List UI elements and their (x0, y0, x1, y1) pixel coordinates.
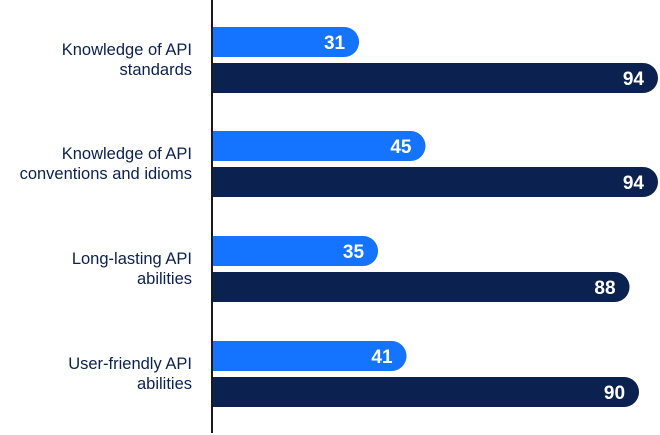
category-label-line: Knowledge of API (62, 145, 192, 163)
bar (212, 377, 640, 407)
data-label: 94 (623, 69, 645, 90)
category-label-line: abilities (137, 375, 192, 393)
data-label: 41 (371, 347, 393, 368)
data-label: 90 (604, 383, 625, 404)
bar (212, 236, 379, 266)
category-label-line: conventions and idioms (20, 165, 192, 183)
data-label: 45 (390, 137, 412, 158)
category-label: User-friendly API abilities (68, 355, 192, 393)
data-label: 88 (594, 278, 615, 299)
category-label-line: Long-lasting API (72, 250, 192, 268)
category-label-line: User-friendly API (68, 355, 192, 373)
category-label: Knowledge of API standards (62, 41, 192, 79)
bar (212, 341, 407, 371)
category-label: Knowledge of API conventions and idioms (20, 145, 192, 183)
data-label: 94 (623, 173, 645, 194)
category-label-line: abilities (137, 270, 192, 288)
bar (212, 63, 658, 93)
bars: 31 94 45 94 35 88 41 90 (212, 27, 658, 407)
data-label: 35 (343, 242, 365, 263)
bar (212, 131, 426, 161)
category-label: Long-lasting API abilities (72, 250, 192, 288)
category-label-line: Knowledge of API (62, 41, 192, 59)
bar (212, 27, 360, 57)
bar (212, 272, 630, 302)
data-label: 31 (324, 33, 346, 54)
category-label-line: standards (120, 61, 192, 79)
bar (212, 167, 658, 197)
